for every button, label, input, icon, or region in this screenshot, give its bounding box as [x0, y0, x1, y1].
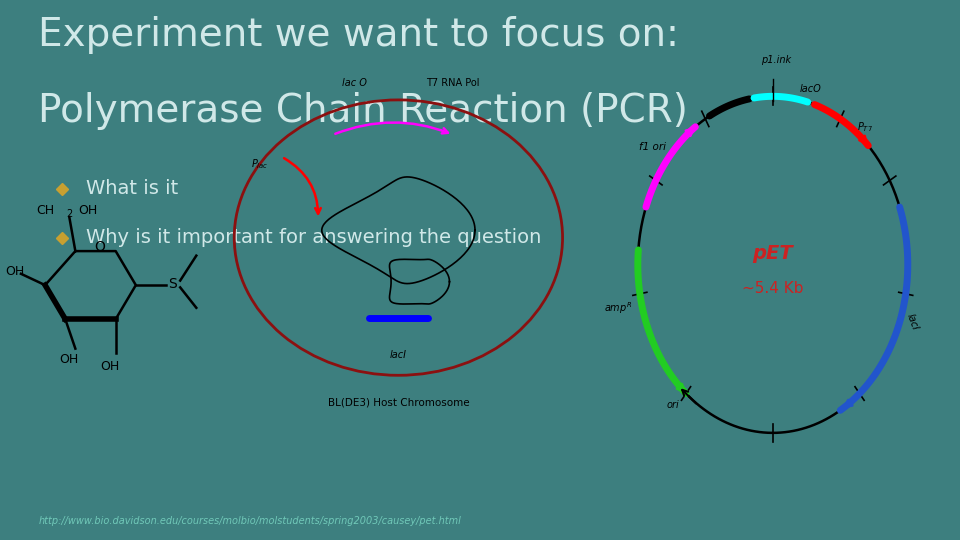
Text: $P_{lac}$: $P_{lac}$ — [251, 157, 269, 171]
Text: p1.ink: p1.ink — [761, 55, 791, 65]
Text: lacI: lacI — [390, 350, 407, 360]
Text: OH: OH — [78, 204, 97, 217]
Text: Polymerase Chain Reaction (PCR): Polymerase Chain Reaction (PCR) — [38, 92, 688, 130]
Text: T7 RNA Pol: T7 RNA Pol — [426, 78, 480, 89]
Text: S: S — [168, 277, 177, 291]
Text: http://www.bio.davidson.edu/courses/molbio/molstudents/spring2003/causey/pet.htm: http://www.bio.davidson.edu/courses/molb… — [38, 516, 461, 526]
Text: Why is it important for answering the question: Why is it important for answering the qu… — [86, 228, 541, 247]
Text: Experiment we want to focus on:: Experiment we want to focus on: — [38, 16, 680, 54]
Text: lac O: lac O — [342, 78, 367, 89]
Text: OH: OH — [60, 354, 79, 367]
Text: What is it: What is it — [86, 179, 179, 199]
Text: CH: CH — [36, 204, 54, 217]
Text: f1 ori: f1 ori — [638, 142, 666, 152]
Text: ~5.4 Kb: ~5.4 Kb — [742, 281, 804, 296]
Text: OH: OH — [100, 360, 119, 373]
Text: pET: pET — [753, 244, 793, 263]
Text: $amp^R$: $amp^R$ — [604, 300, 632, 316]
Text: ori: ori — [666, 400, 679, 410]
Text: OH: OH — [5, 265, 24, 278]
Text: lacI: lacI — [905, 313, 921, 332]
Text: BL(DE3) Host Chromosome: BL(DE3) Host Chromosome — [327, 398, 469, 408]
Text: 2: 2 — [66, 208, 72, 219]
Text: lacO: lacO — [800, 84, 822, 94]
Text: O: O — [94, 240, 105, 254]
Text: $P_{T7}$: $P_{T7}$ — [857, 120, 874, 134]
